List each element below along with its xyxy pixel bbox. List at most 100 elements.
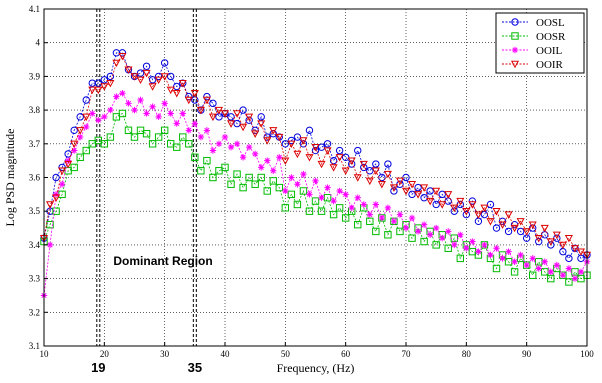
data-point-oosr xyxy=(227,180,235,188)
data-point-oosr xyxy=(100,140,109,148)
data-point-oosr xyxy=(432,241,440,249)
data-point-ooir xyxy=(540,224,549,233)
data-point-ooir xyxy=(275,133,284,142)
data-point-oosl xyxy=(305,126,314,135)
data-point-ooir xyxy=(534,234,543,243)
data-point-ooil xyxy=(276,154,283,161)
data-point-ooil xyxy=(107,106,114,114)
data-point-ooir xyxy=(401,187,411,196)
data-point-ooil xyxy=(354,194,361,201)
data-point-ooil xyxy=(46,241,54,249)
data-point-ooil xyxy=(571,275,579,282)
data-point-oosr xyxy=(94,136,102,145)
data-point-ooil xyxy=(58,181,66,188)
data-point-oosl xyxy=(565,254,573,263)
data-point-oosl xyxy=(335,146,344,155)
data-point-ooil xyxy=(420,221,428,228)
data-point-ooil xyxy=(215,140,223,147)
data-point-ooil xyxy=(288,174,295,181)
data-point-oosl xyxy=(329,156,338,165)
y-tick-label: 4 xyxy=(36,38,41,48)
data-point-ooir xyxy=(184,96,193,105)
data-point-ooil xyxy=(161,100,168,107)
data-point-oosl xyxy=(209,99,217,108)
legend: OOSL OOSR OOIL OOIR xyxy=(495,12,585,74)
data-point-ooir xyxy=(281,157,290,165)
x-tick-label: 10 xyxy=(40,349,50,359)
data-point-oosl xyxy=(52,173,60,182)
data-point-oosl xyxy=(154,72,163,81)
data-point-oosl xyxy=(492,224,501,232)
data-point-ooil xyxy=(439,234,446,242)
data-point-ooir xyxy=(251,130,260,138)
data-point-oosl xyxy=(408,190,416,199)
y-tick-label: 4.1 xyxy=(29,4,40,14)
legend-marker-ooir xyxy=(510,60,520,69)
data-point-ooil xyxy=(481,241,488,249)
data-point-oosl xyxy=(148,76,157,84)
data-point-oosl xyxy=(504,227,513,236)
data-point-ooir xyxy=(76,127,85,135)
y-tick-label: 3.3 xyxy=(29,274,41,284)
data-point-oosr xyxy=(396,227,404,236)
data-point-ooir xyxy=(389,184,398,192)
data-point-ooil xyxy=(523,261,530,269)
data-point-ooil xyxy=(396,211,404,218)
data-point-ooil xyxy=(372,201,380,208)
tick-labels: 10 20 30 40 50 60 70 80 90 100 3.1 3.2 3.3 3.4 3.5 3.6 3… xyxy=(29,4,595,359)
data-point-ooil xyxy=(553,261,561,269)
y-tick-label: 3.8 xyxy=(29,105,41,115)
data-point-ooir xyxy=(220,110,230,118)
data-point-oosl xyxy=(426,187,434,195)
data-point-ooir xyxy=(341,167,350,176)
data-point-ooir xyxy=(546,238,555,246)
data-point-oosl xyxy=(136,69,145,77)
data-point-ooil xyxy=(143,110,150,117)
data-point-oosl xyxy=(281,140,290,148)
data-point-ooir xyxy=(226,120,236,128)
data-point-oosr xyxy=(372,227,380,236)
data-point-oosr xyxy=(185,140,193,148)
data-point-ooir xyxy=(317,160,326,169)
data-point-ooir xyxy=(383,170,392,179)
data-point-ooil xyxy=(185,127,192,134)
data-point-ooir xyxy=(564,234,573,243)
data-point-oosr xyxy=(510,268,519,276)
data-point-oosr xyxy=(124,126,133,135)
data-point-ooir xyxy=(233,110,242,118)
data-point-oosr xyxy=(154,133,163,141)
data-point-oosr xyxy=(456,254,465,263)
data-point-ooir xyxy=(100,83,109,91)
legend-marker-oosl xyxy=(511,18,519,26)
data-point-oosr xyxy=(148,140,157,148)
y-tick-label: 3.6 xyxy=(29,173,41,183)
data-point-ooir xyxy=(359,160,368,169)
data-point-ooir xyxy=(395,177,405,186)
data-point-ooir xyxy=(323,147,332,155)
data-point-ooil xyxy=(318,194,325,201)
data-point-oosr xyxy=(384,231,392,239)
data-point-oosr xyxy=(317,207,326,215)
x-tick-label: 20 xyxy=(100,349,110,359)
data-point-oosl xyxy=(142,62,151,70)
data-point-oosr xyxy=(191,153,199,161)
data-point-ooir xyxy=(558,241,567,250)
region-marker-label: 35 xyxy=(188,360,202,375)
data-point-ooir xyxy=(142,69,151,78)
data-point-oosl xyxy=(360,163,368,172)
data-point-ooil xyxy=(529,255,536,262)
data-point-ooil xyxy=(245,143,253,151)
data-point-oosr xyxy=(366,217,374,226)
y-tick-label: 3.7 xyxy=(29,139,41,149)
data-point-ooir xyxy=(52,194,61,202)
data-point-ooir xyxy=(492,208,501,216)
data-point-ooil xyxy=(348,204,355,212)
data-point-oosl xyxy=(64,150,72,158)
data-point-ooir xyxy=(444,191,453,199)
data-point-ooir xyxy=(432,187,441,196)
data-point-ooil xyxy=(101,113,108,121)
data-point-ooir xyxy=(570,245,579,253)
data-point-oosr xyxy=(571,268,579,276)
data-point-ooil xyxy=(264,157,271,164)
